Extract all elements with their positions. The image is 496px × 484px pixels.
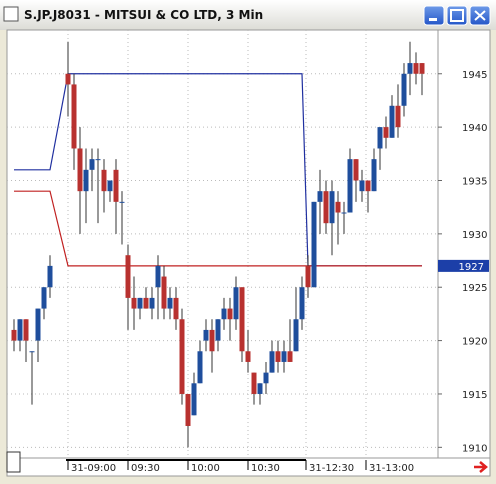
candle-body — [317, 191, 323, 202]
candle-body — [269, 351, 275, 373]
minimize-button[interactable] — [423, 5, 445, 26]
candle-body — [239, 287, 245, 352]
candle-body — [287, 351, 293, 362]
x-tick-label: 31-12:30 — [309, 463, 354, 474]
candle-body — [65, 73, 71, 85]
candle-body — [101, 169, 107, 192]
candle-body — [29, 351, 35, 353]
candle-body — [347, 159, 353, 213]
candle-body — [143, 297, 149, 309]
candle-body — [47, 265, 53, 288]
y-tick-label: 1920 — [462, 337, 487, 348]
candle-body — [353, 159, 359, 181]
candle-body — [257, 383, 263, 394]
candle-body — [263, 372, 269, 384]
candle-body — [323, 191, 329, 224]
candle-body — [419, 63, 425, 74]
y-tick-label: 1925 — [462, 283, 487, 294]
candle-body — [89, 159, 95, 170]
candle-body — [377, 127, 383, 149]
candle-body — [245, 351, 251, 362]
candle-body — [131, 297, 137, 309]
close-icon — [474, 10, 486, 21]
scroll-box[interactable] — [6, 451, 21, 473]
candle-body — [281, 351, 287, 362]
x-tick-label: 10:30 — [251, 463, 280, 474]
candle-body — [395, 105, 401, 128]
candle-body — [173, 297, 179, 320]
candle-body — [275, 351, 281, 362]
candle-body — [413, 63, 419, 74]
candle-body — [17, 319, 23, 341]
candle-body — [71, 84, 77, 149]
candle-body — [221, 308, 227, 320]
price-axis — [437, 29, 491, 459]
candle-body — [251, 372, 257, 394]
candle-body — [335, 201, 341, 213]
x-tick-label: 31-13:00 — [369, 463, 414, 474]
candle-body — [233, 287, 239, 320]
candle-body — [305, 265, 311, 288]
candle-body — [161, 276, 167, 309]
y-tick-label: 1940 — [462, 123, 487, 134]
candle-body — [203, 329, 209, 341]
title-bar — [0, 0, 496, 30]
candle-body — [125, 255, 131, 298]
y-tick-label: 1945 — [462, 70, 487, 81]
candle-body — [179, 319, 185, 394]
candle-body — [311, 201, 317, 288]
candle-body — [329, 191, 335, 224]
candle-body — [149, 297, 155, 309]
y-tick-label: 1910 — [462, 443, 487, 454]
window-icon — [3, 6, 19, 22]
candle-body — [119, 201, 125, 203]
last-price-box — [438, 259, 489, 272]
candle-body — [389, 105, 395, 138]
y-tick-label: 1930 — [462, 230, 487, 241]
x-tick-label: 10:00 — [191, 463, 220, 474]
candle-body — [23, 319, 29, 341]
window-title: S.JP.J8031 - MITSUI & CO LTD, 3 Min — [24, 8, 263, 22]
indicator-line — [14, 190, 422, 267]
candle-body — [383, 127, 389, 138]
candle-body — [191, 383, 197, 416]
y-tick-label: 1935 — [462, 176, 487, 187]
minimize-icon — [429, 18, 437, 21]
candle-body — [209, 329, 215, 352]
candle-body — [113, 169, 119, 202]
scroll-right-arrow[interactable] — [474, 461, 488, 473]
candle-body — [167, 297, 173, 309]
last-price-label: 1927 — [459, 262, 484, 273]
candle-body — [299, 287, 305, 320]
y-tick-label: 1915 — [462, 390, 487, 401]
candle-body — [11, 329, 17, 341]
candle-body — [77, 148, 83, 192]
candle-body — [155, 265, 161, 288]
candle-body — [371, 159, 377, 192]
candle-body — [137, 297, 143, 309]
x-tick-label: 09:30 — [131, 463, 160, 474]
candle-body — [185, 393, 191, 426]
candle-body — [107, 180, 113, 192]
candle-body — [95, 159, 101, 161]
candle-body — [293, 319, 299, 352]
candle-body — [407, 63, 413, 74]
candle-body — [401, 73, 407, 106]
candle-body — [41, 287, 47, 309]
candle-body — [341, 212, 347, 214]
time-range-bar — [66, 459, 306, 461]
candle-body — [197, 351, 203, 384]
candle-body — [35, 308, 41, 341]
plot: 1910 1915 1920 1925 1930 1935 1940 1945 31-09:00… — [7, 30, 487, 474]
candle-body — [365, 180, 371, 192]
candle-body — [83, 169, 89, 192]
candle-body — [215, 319, 221, 341]
candle-body — [227, 308, 233, 320]
maximize-icon — [450, 9, 464, 22]
x-tick-label: 31-09:00 — [71, 463, 116, 474]
candle-body — [359, 180, 365, 192]
